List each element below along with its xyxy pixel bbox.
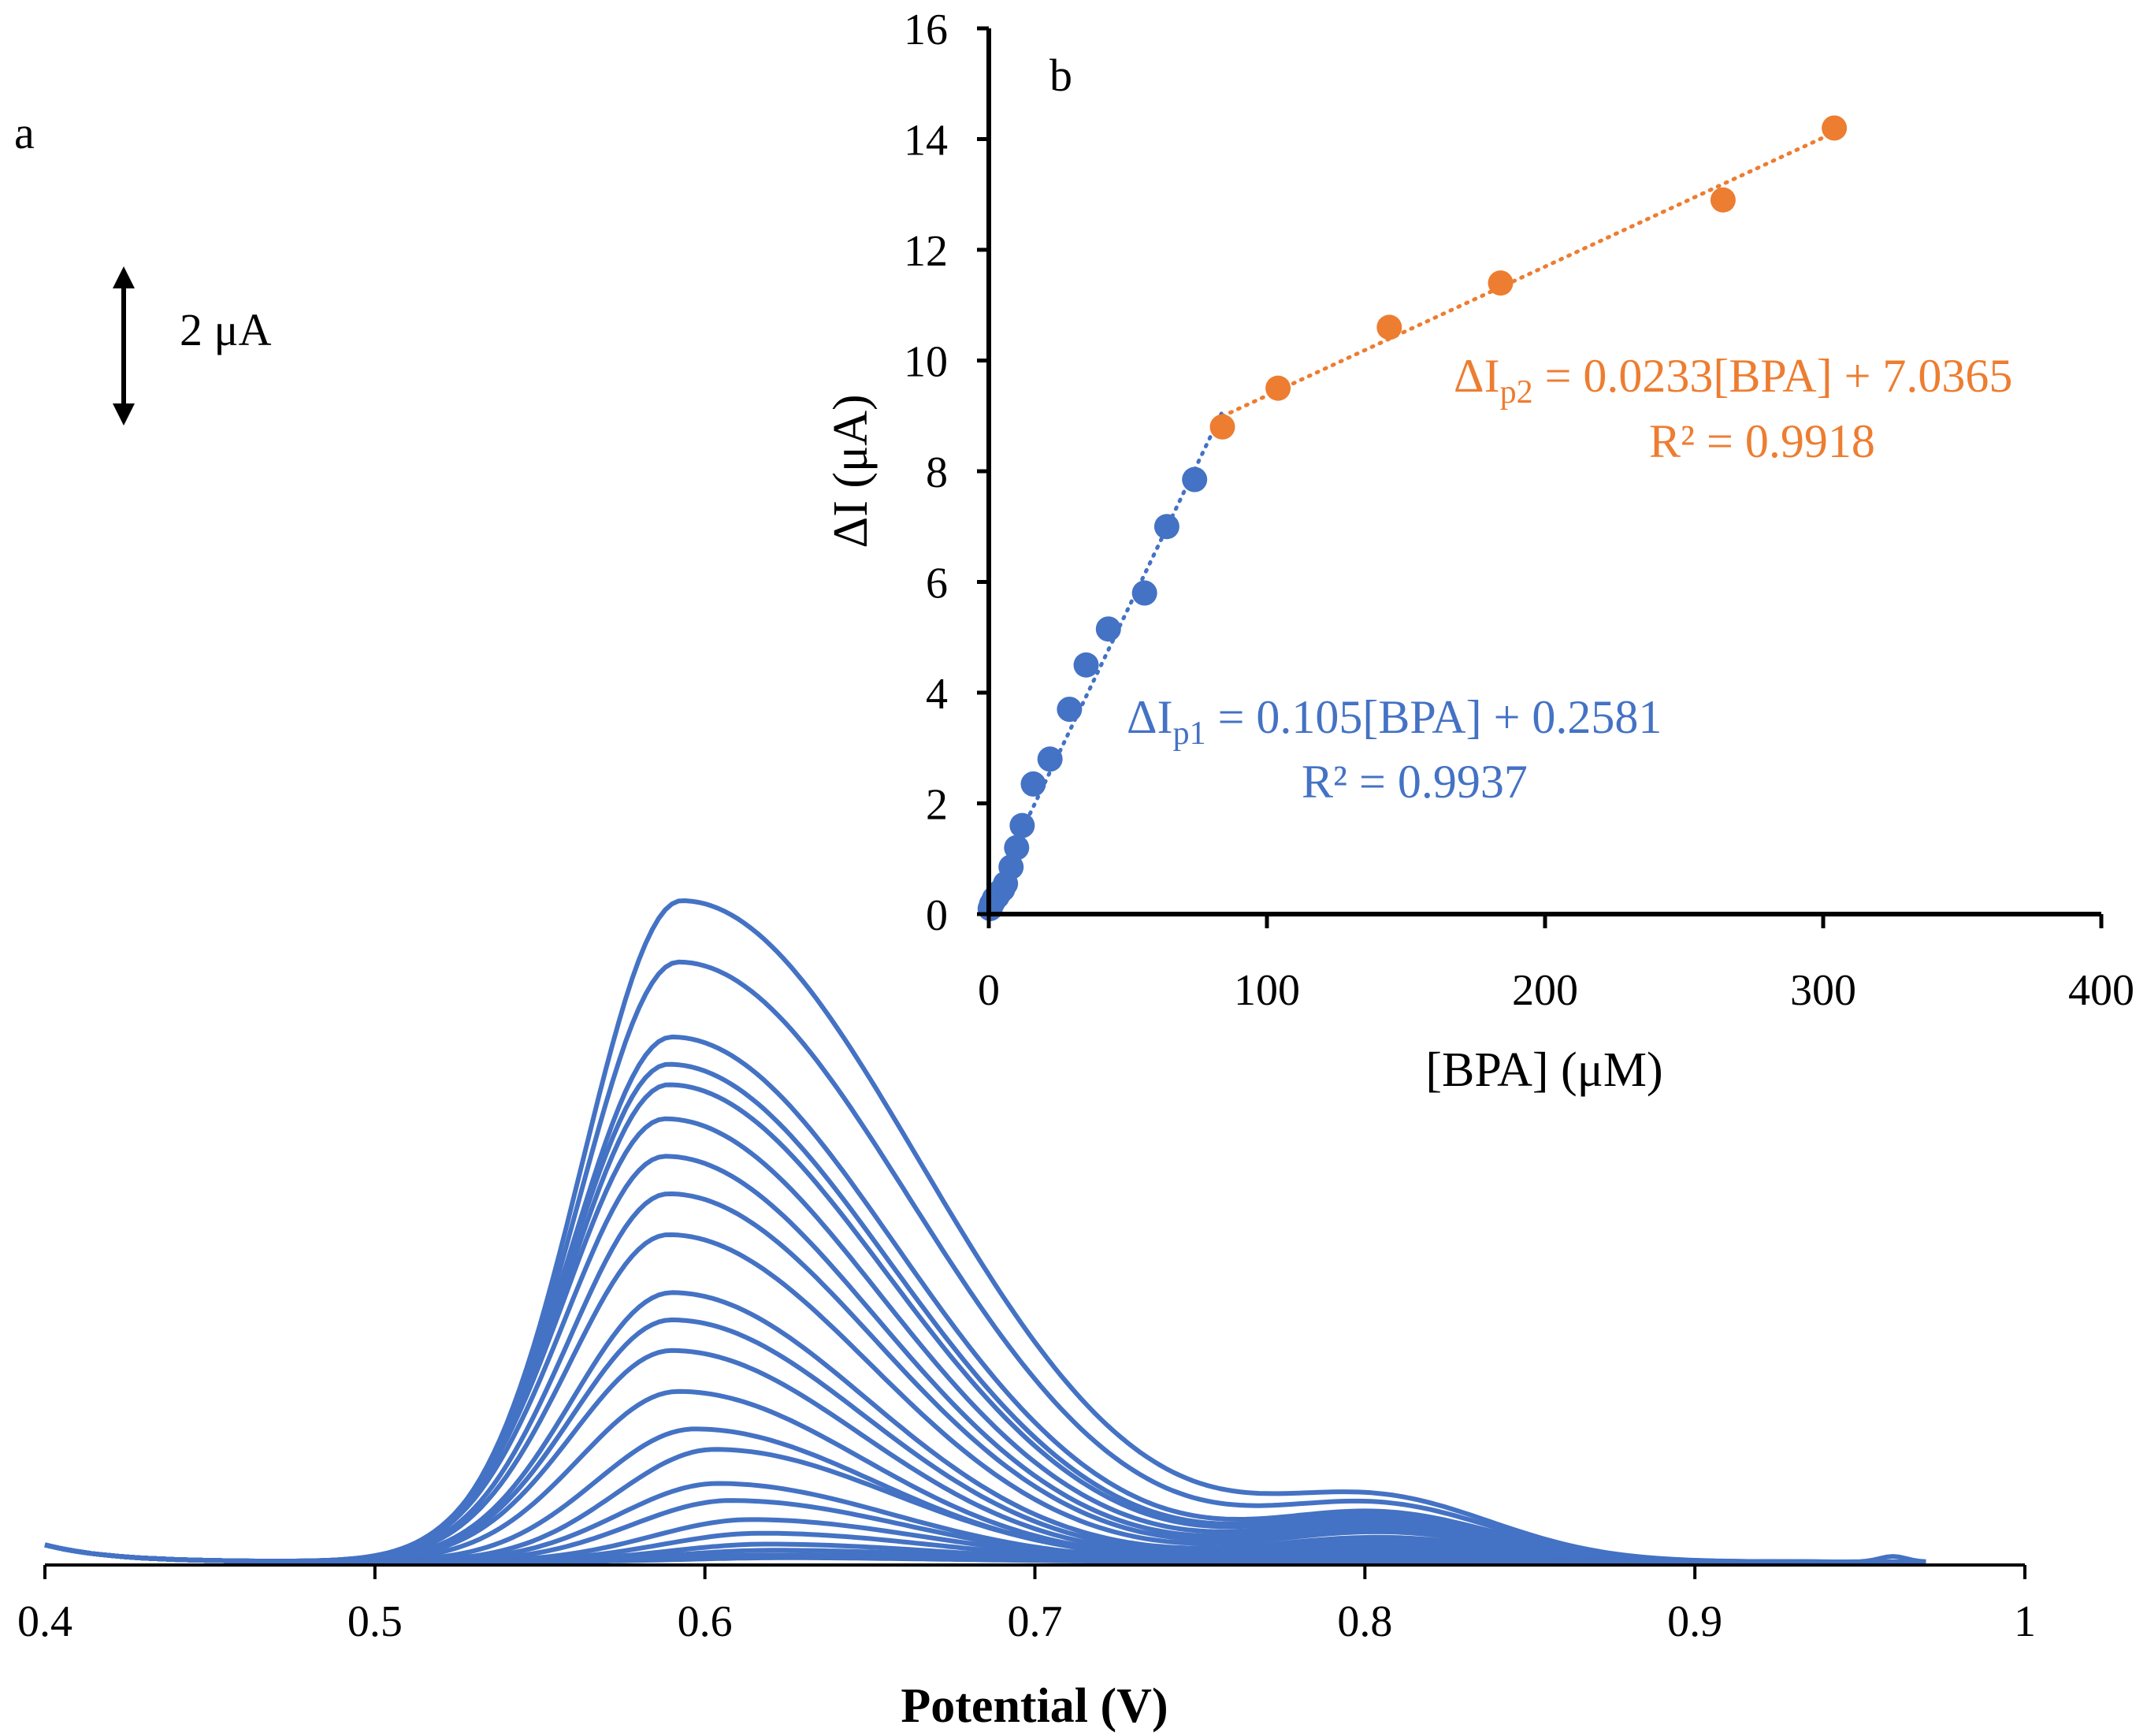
- panel-a-label: a: [14, 107, 35, 158]
- panel-a-x-axis-title: Potential (V): [901, 1679, 1168, 1733]
- data-point-series-1: [1073, 652, 1099, 678]
- voltammogram-curve: [44, 1542, 1926, 1564]
- panel-b-y-tick-label: 6: [926, 559, 948, 608]
- panel-b-x-tick-label: 0: [978, 966, 1000, 1015]
- panel-b-y-tick-label: 10: [904, 338, 948, 387]
- data-point-series-1: [1009, 812, 1035, 838]
- data-point-series-2: [1710, 187, 1736, 213]
- panel-a-x-tick-label: 0.7: [1008, 1597, 1063, 1646]
- panel-b-ticks: 0 2 4 6 8 10 12 14 16 0 100 200 300 400: [904, 6, 2134, 1015]
- data-point-series-1: [1131, 580, 1157, 606]
- r-squared-series-1: R² = 0.9937: [1302, 756, 1528, 808]
- panel-b-y-axis-title: ΔI (μA): [824, 394, 878, 548]
- r-squared-series-2: R² = 0.9918: [1649, 415, 1875, 467]
- panel-b-x-tick-label: 100: [1234, 966, 1300, 1015]
- panel-b-label: b: [1049, 50, 1072, 101]
- data-point-series-1: [1004, 835, 1030, 861]
- panel-b-x-tick-label: 400: [2068, 966, 2134, 1015]
- data-point-series-1: [1153, 514, 1179, 540]
- data-point-series-1: [1020, 771, 1046, 797]
- panel-b-y-tick-label: 16: [904, 6, 948, 54]
- voltammogram-curves: [44, 898, 1926, 1564]
- data-point-series-1: [998, 854, 1024, 880]
- data-point-series-1: [1095, 616, 1121, 642]
- data-point-series-1: [1037, 746, 1063, 772]
- data-point-series-2: [1209, 414, 1235, 440]
- data-points: [977, 115, 1848, 921]
- panel-b-y-tick-label: 2: [926, 781, 948, 830]
- data-point-series-1: [1182, 467, 1208, 493]
- panel-b-x-tick-label: 300: [1790, 966, 1856, 1015]
- panel-a-x-tick-label: 1: [2014, 1597, 2036, 1646]
- scale-bar: [113, 266, 135, 426]
- data-point-series-1: [1057, 697, 1083, 723]
- data-point-series-2: [1265, 375, 1291, 401]
- data-point-series-2: [1488, 270, 1514, 296]
- data-point-series-2: [1822, 115, 1848, 141]
- panel-b-y-tick-label: 8: [926, 448, 948, 497]
- equation-series-1: ΔIp1 = 0.105[BPA] + 0.2581: [1127, 691, 1662, 752]
- panel-b-x-tick-label: 200: [1512, 966, 1578, 1015]
- panel-b-y-tick-label: 0: [926, 891, 948, 940]
- voltammogram-curve: [44, 1034, 1926, 1564]
- trendline-series-2: [1220, 130, 1837, 418]
- panel-a-x-tick-label: 0.6: [678, 1597, 733, 1646]
- panel-a-x-tick-label: 0.4: [17, 1597, 72, 1646]
- voltammogram-curve: [44, 1116, 1926, 1564]
- panel-a-x-tick-label: 0.9: [1667, 1597, 1722, 1646]
- voltammogram-curve: [44, 1348, 1926, 1564]
- panel-a-x-ticks: 0.4 0.5 0.6 0.7 0.8 0.9 1: [17, 1565, 2036, 1646]
- equation-series-2: ΔIp2 = 0.0233[BPA] + 7.0365: [1454, 350, 2012, 411]
- panel-a-voltammogram: a 2 μA 0.4 0.5 0.6 0.7 0.8 0.9 1 Potential (V): [14, 107, 2036, 1733]
- panel-a-x-tick-label: 0.8: [1337, 1597, 1392, 1646]
- panel-b-y-tick-label: 12: [904, 227, 948, 276]
- panel-a-x-tick-label: 0.5: [347, 1597, 403, 1646]
- scale-bar-label: 2 μA: [180, 304, 272, 355]
- panel-b-y-tick-label: 4: [926, 670, 948, 719]
- panel-b-x-axis-title: [BPA] (μM): [1425, 1043, 1662, 1097]
- panel-b-y-tick-label: 14: [904, 117, 948, 165]
- data-point-series-2: [1376, 314, 1402, 340]
